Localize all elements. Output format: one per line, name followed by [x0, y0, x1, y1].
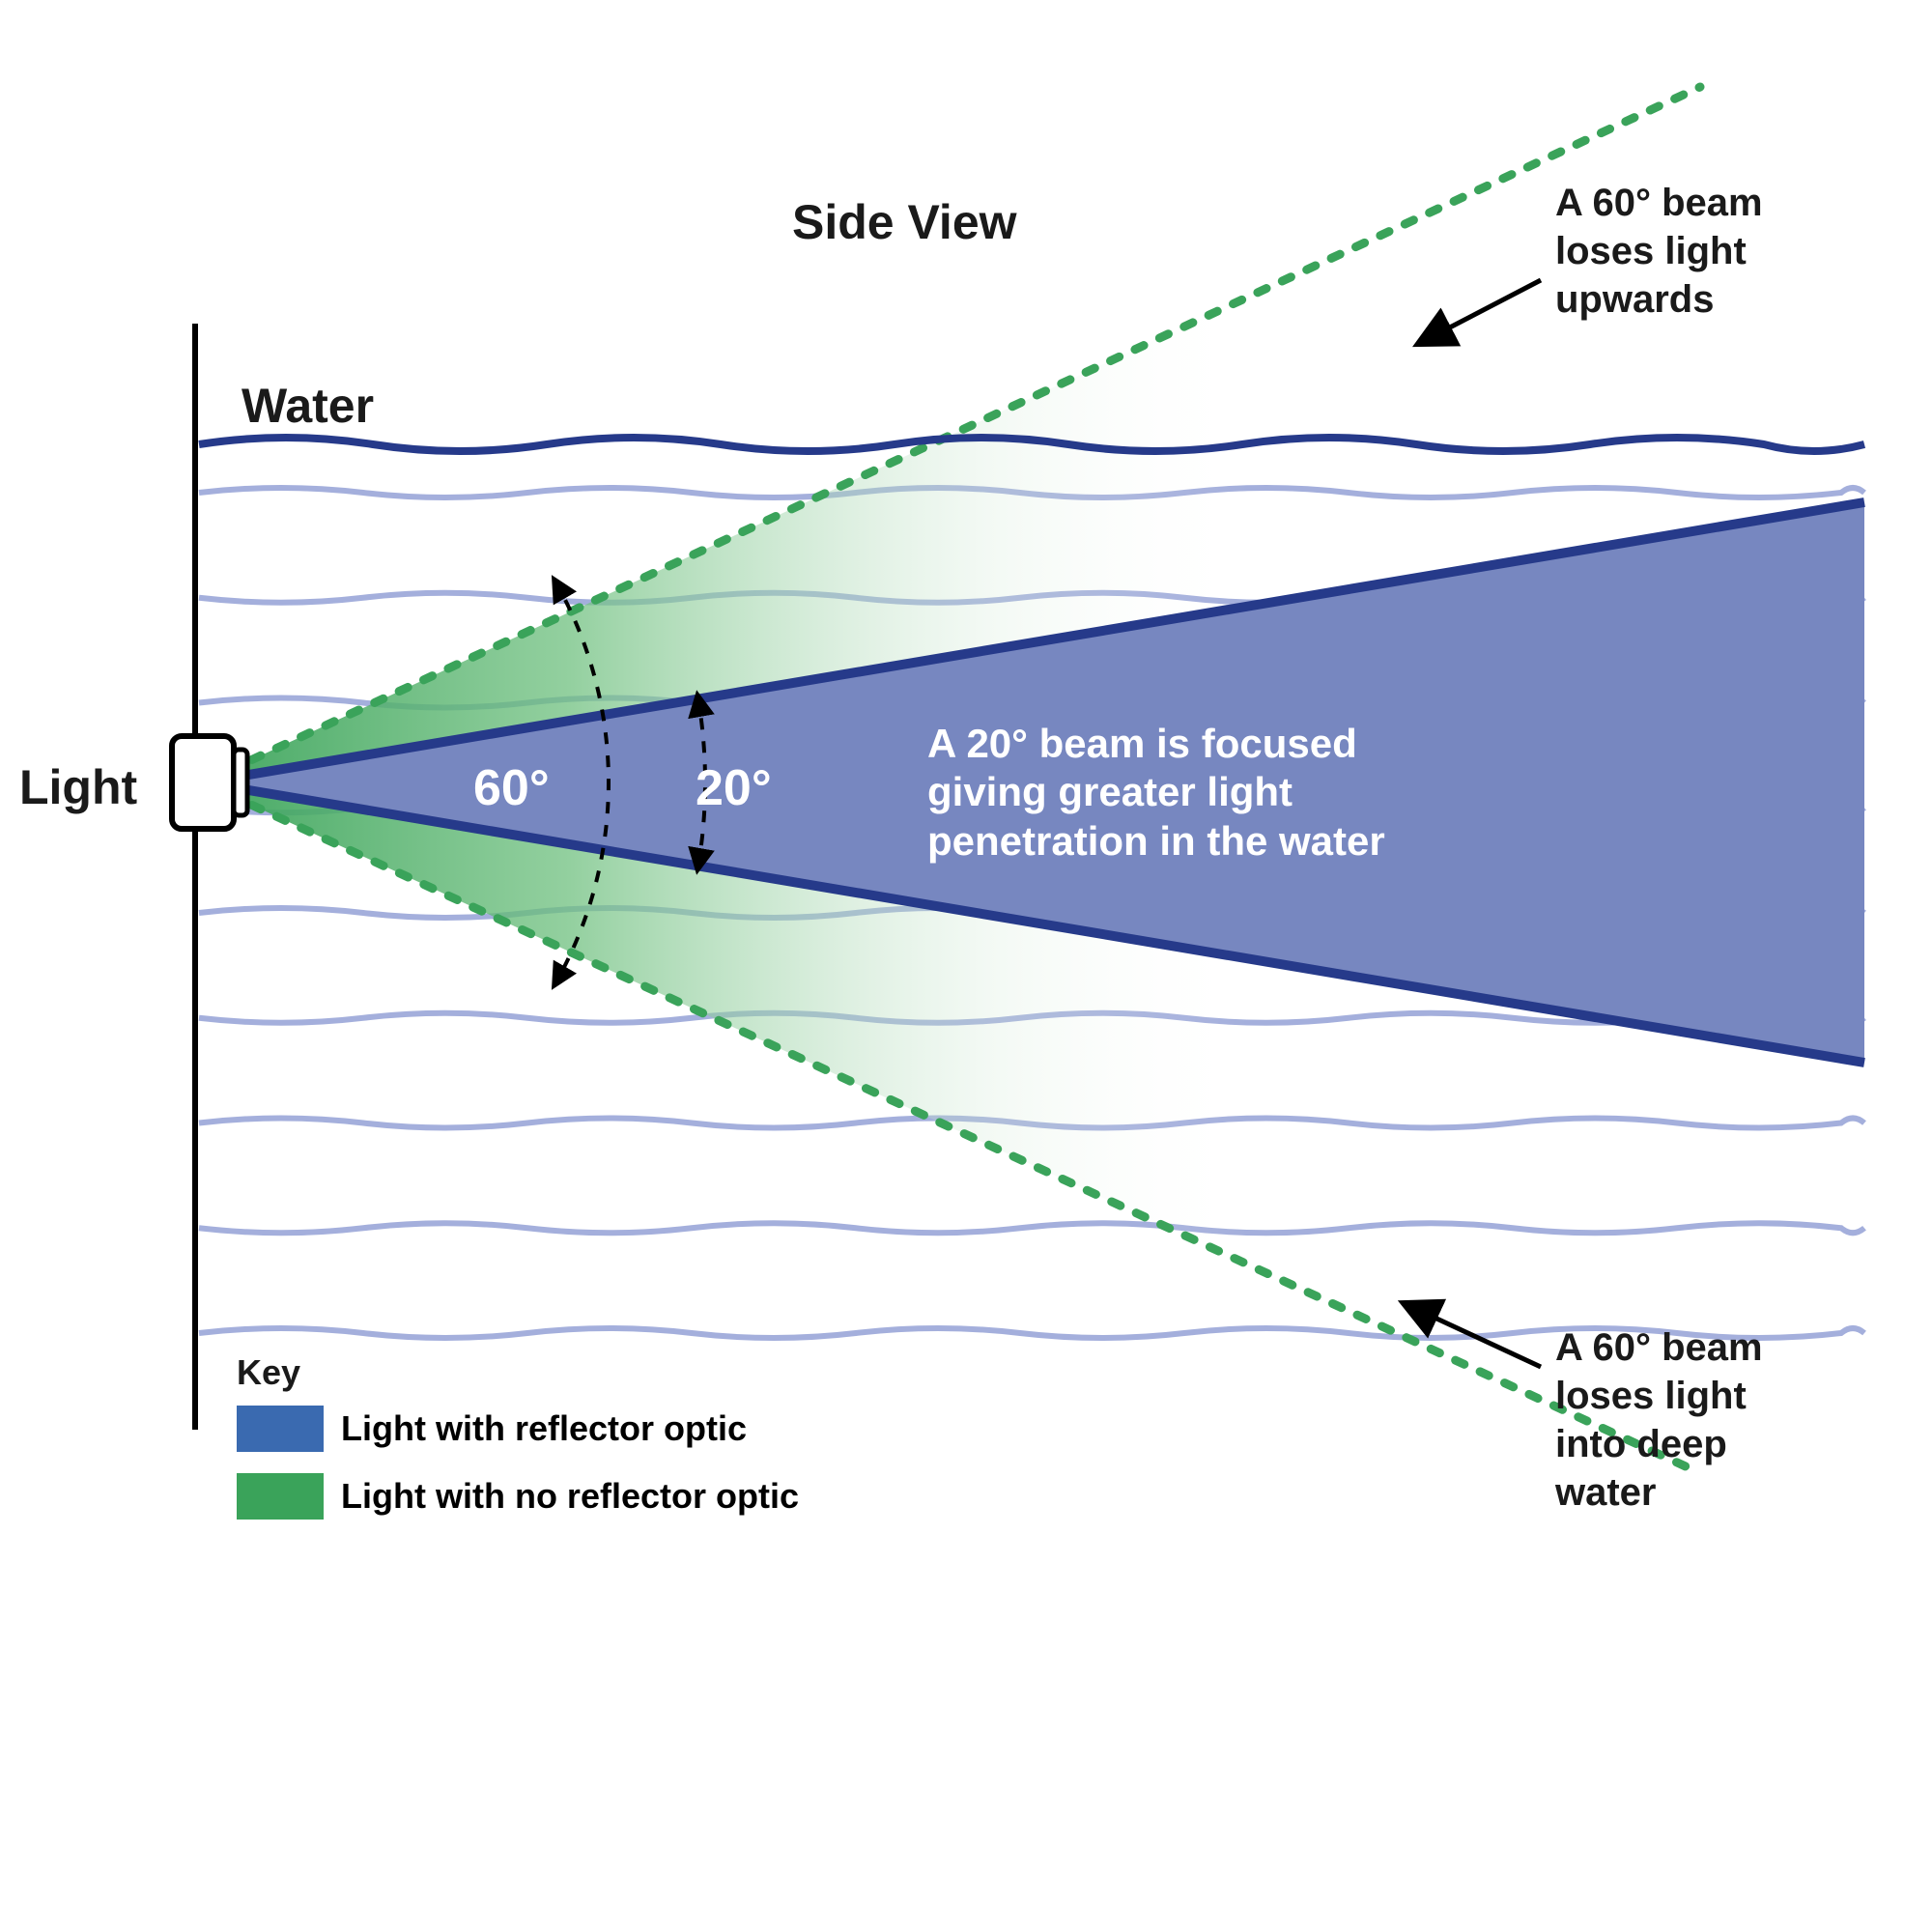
key-row-reflector: Light with reflector optic [237, 1406, 747, 1452]
caption-down-l2: loses light [1555, 1372, 1763, 1420]
beam-20-description-l2: giving greater light [927, 768, 1385, 816]
beam-20-description: A 20° beam is focused giving greater lig… [927, 720, 1385, 866]
beam-20-description-l3: penetration in the water [927, 817, 1385, 866]
caption-down-l1: A 60° beam [1555, 1323, 1763, 1372]
caption-loses-light-deep-water: A 60° beam loses light into deep water [1555, 1323, 1763, 1517]
key-swatch-green [237, 1473, 324, 1520]
light-fixture [172, 736, 247, 829]
label-water: Water [242, 377, 374, 435]
arrow-to-upper-caption [1420, 280, 1541, 343]
caption-down-l4: water [1555, 1468, 1763, 1517]
key-text-reflector: Light with reflector optic [341, 1408, 747, 1449]
key-title: Key [237, 1352, 300, 1393]
label-angle-20: 20° [696, 758, 772, 818]
diagram-stage: Side View Light Water 60° 20° A 20° beam… [0, 0, 1932, 1932]
caption-up-l1: A 60° beam [1555, 179, 1763, 227]
beam-20-description-l1: A 20° beam is focused [927, 720, 1385, 768]
caption-up-l2: loses light [1555, 227, 1763, 275]
key-text-no-reflector: Light with no reflector optic [341, 1476, 799, 1517]
key-row-no-reflector: Light with no reflector optic [237, 1473, 799, 1520]
label-light: Light [19, 758, 137, 816]
label-angle-60: 60° [473, 758, 550, 818]
caption-loses-light-upwards: A 60° beam loses light upwards [1555, 179, 1763, 324]
key-swatch-blue [237, 1406, 324, 1452]
caption-down-l3: into deep [1555, 1420, 1763, 1468]
caption-up-l3: upwards [1555, 275, 1763, 324]
title-side-view: Side View [792, 193, 1017, 251]
